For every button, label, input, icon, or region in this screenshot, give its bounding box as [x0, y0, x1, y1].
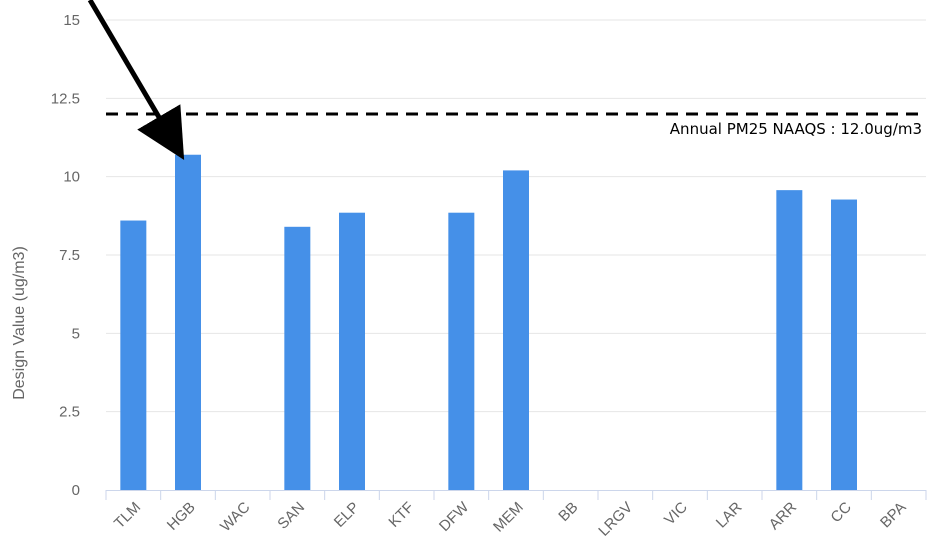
- x-tick-label: ELP: [331, 499, 363, 531]
- y-tick-label: 7.5: [59, 247, 80, 264]
- naaqs-reference-label: Annual PM25 NAAQS : 12.0ug/m3: [670, 120, 922, 138]
- x-axis: [105, 490, 927, 500]
- x-tick-label: TLM: [111, 499, 144, 532]
- bar-hgb: [175, 154, 201, 490]
- bar-san: [284, 226, 311, 491]
- reference-line-group: Annual PM25 NAAQS : 12.0ug/m3: [106, 112, 926, 138]
- bars: [120, 154, 857, 491]
- x-tick-label: HGB: [164, 499, 199, 534]
- y-tick-label: 10: [63, 169, 80, 186]
- y-tick-label: 0: [72, 482, 80, 499]
- annotation-arrow: [87, 0, 185, 160]
- x-tick-label: LAR: [713, 499, 746, 532]
- y-tick-label: 12.5: [51, 90, 80, 107]
- bar-cc: [831, 199, 857, 491]
- bar-arr: [776, 190, 803, 490]
- x-tick-label: LRGV: [595, 499, 636, 540]
- x-tick-label: KTF: [385, 499, 417, 531]
- x-tick-label: VIC: [661, 499, 691, 529]
- x-tick-label: SAN: [274, 499, 308, 533]
- x-axis-ticks: TLM HGB WAC SAN ELP KTF DFW MEM BB LRGV VIC LAR ARR C…: [111, 498, 910, 540]
- bar-mem: [503, 170, 529, 490]
- x-tick-label: WAC: [217, 499, 253, 535]
- y-axis-title: Design Value (ug/m3): [11, 246, 28, 400]
- y-tick-label: 5: [72, 325, 80, 342]
- annotation-group: [87, 0, 185, 160]
- x-tick-label: BB: [555, 499, 581, 525]
- y-tick-label: 2.5: [59, 404, 80, 421]
- bar-elp: [339, 212, 365, 490]
- bar-tlm: [120, 220, 147, 491]
- y-axis-ticks: 0 2.5 5 7.5 10 12.5 15: [51, 12, 80, 499]
- x-tick-label: MEM: [490, 499, 527, 536]
- bar-dfw: [448, 212, 475, 490]
- x-tick-label: ARR: [766, 499, 801, 534]
- x-tick-label: DFW: [436, 498, 473, 535]
- x-tick-label: BPA: [877, 499, 909, 531]
- x-tick-label: CC: [827, 499, 854, 526]
- y-tick-label: 15: [63, 12, 80, 29]
